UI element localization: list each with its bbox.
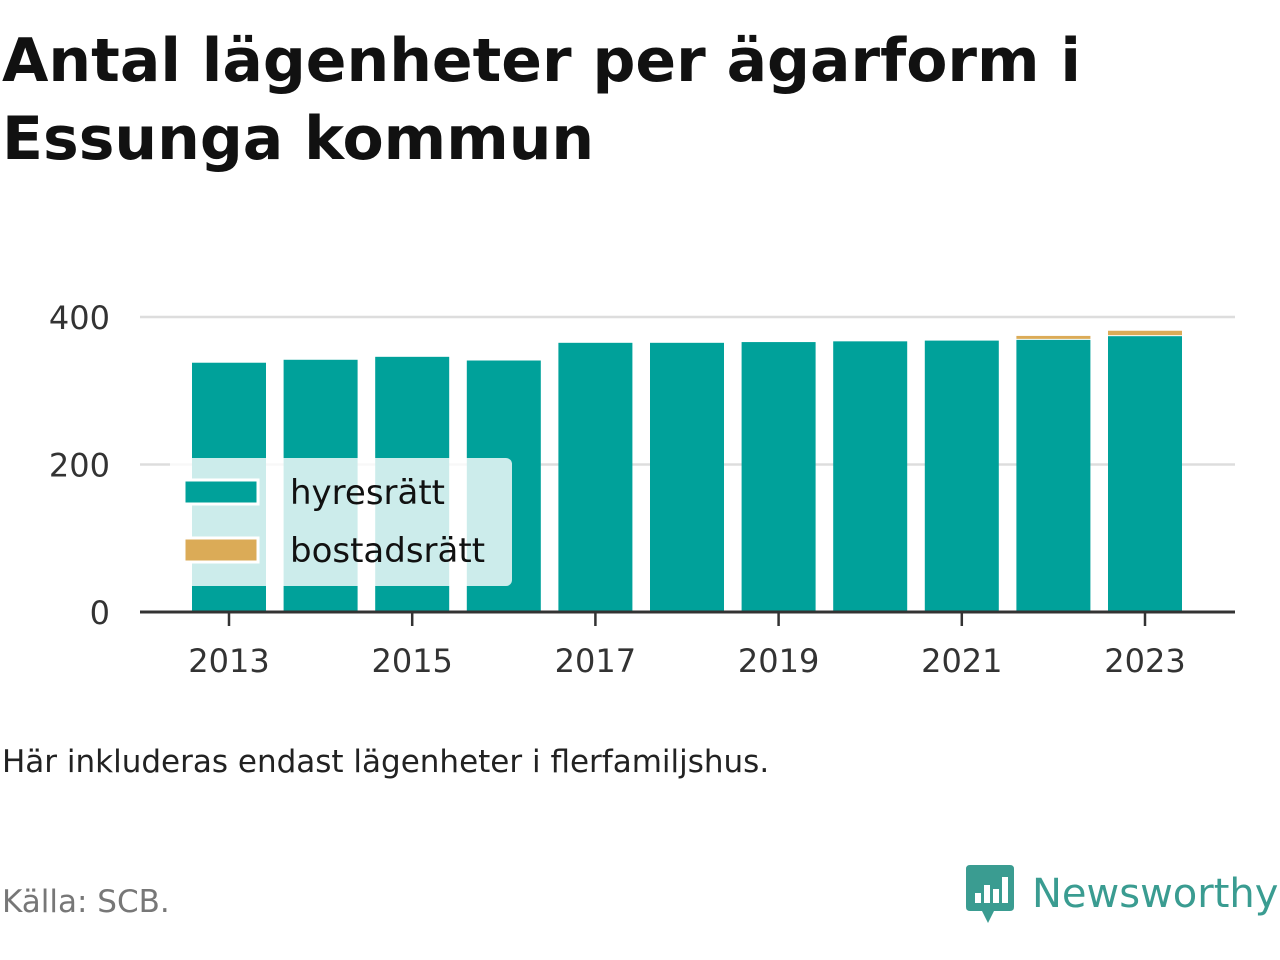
bar-hyresrätt-2023 <box>1108 336 1182 612</box>
bar-bostadsrätt-2022 <box>1016 335 1091 339</box>
legend-label-hyresrätt: hyresrätt <box>290 473 445 513</box>
footnote: Här inkluderas endast lägenheter i flerf… <box>2 744 770 780</box>
newsworthy-logo-icon <box>966 865 1014 923</box>
bar-chart: 0 200 400 2013 2015 2017 2019 2021 2023 hyresrä… <box>49 299 1235 680</box>
x-tick-label-2017: 2017 <box>555 642 636 680</box>
legend: hyresrätt bostadsrätt <box>170 458 512 586</box>
bar-hyresrätt-2020 <box>833 341 908 612</box>
x-tick-label-2013: 2013 <box>188 642 269 680</box>
y-tick-label-400: 400 <box>49 299 110 337</box>
y-tick-label-200: 200 <box>49 447 110 485</box>
legend-swatch-hyresrätt <box>182 478 260 506</box>
brand-name: Newsworthy <box>1032 871 1279 917</box>
chart-title: Antal lägenheter per ägarform i Essunga … <box>2 26 1081 174</box>
y-axis-ticks: 0 200 400 <box>49 299 110 632</box>
bar-hyresrätt-2018 <box>650 342 724 612</box>
legend-swatch-bostadsrätt <box>182 536 260 564</box>
source-note: Källa: SCB. <box>2 884 170 920</box>
x-axis: 2013 2015 2017 2019 2021 2023 <box>140 610 1235 680</box>
bar-hyresrätt-2019 <box>741 342 816 612</box>
y-tick-label-0: 0 <box>90 594 110 632</box>
x-tick-label-2023: 2023 <box>1104 642 1185 680</box>
bar-hyresrätt-2022 <box>1016 339 1091 612</box>
bar-bostadsrätt-2023 <box>1108 330 1182 336</box>
x-tick-label-2019: 2019 <box>738 642 819 680</box>
x-tick-label-2021: 2021 <box>921 642 1002 680</box>
newsworthy-logo: Newsworthy <box>964 862 1278 926</box>
legend-label-bostadsrätt: bostadsrätt <box>290 531 485 571</box>
bar-hyresrätt-2017 <box>558 342 633 612</box>
x-tick-label-2015: 2015 <box>371 642 452 680</box>
bar-hyresrätt-2021 <box>924 340 999 612</box>
